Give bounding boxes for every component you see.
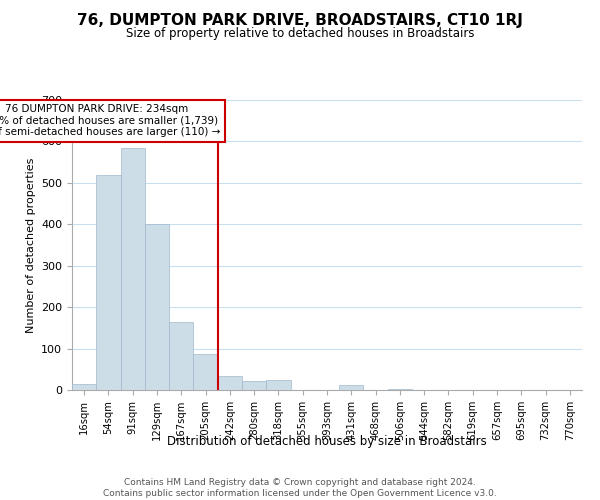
Bar (121, 148, 145, 390)
Bar (145, 224, 169, 390)
Bar (96, 174, 121, 390)
Bar (388, 389, 412, 390)
Text: Size of property relative to detached houses in Broadstairs: Size of property relative to detached ho… (126, 28, 474, 40)
Bar (339, 385, 364, 390)
Bar (169, 322, 193, 390)
Text: Distribution of detached houses by size in Broadstairs: Distribution of detached houses by size … (167, 435, 487, 448)
Bar (242, 381, 266, 390)
Bar (72, 384, 96, 390)
Text: Contains HM Land Registry data © Crown copyright and database right 2024.
Contai: Contains HM Land Registry data © Crown c… (103, 478, 497, 498)
Bar (266, 380, 290, 390)
Bar (218, 376, 242, 390)
Y-axis label: Number of detached properties: Number of detached properties (26, 158, 35, 332)
Text: 76, DUMPTON PARK DRIVE, BROADSTAIRS, CT10 1RJ: 76, DUMPTON PARK DRIVE, BROADSTAIRS, CT1… (77, 12, 523, 28)
Bar (193, 354, 218, 390)
Text: 76 DUMPTON PARK DRIVE: 234sqm
← 94% of detached houses are smaller (1,739)
6% of: 76 DUMPTON PARK DRIVE: 234sqm ← 94% of d… (0, 104, 220, 138)
